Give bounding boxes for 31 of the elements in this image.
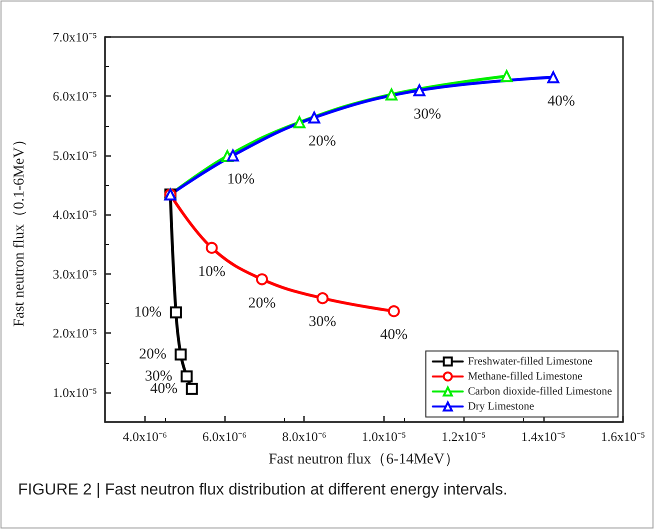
y-tick-label: 6.0x10⁻⁵	[52, 88, 97, 104]
y-tick-label: 3.0x10⁻⁵	[52, 266, 97, 282]
annotation: 30%	[308, 314, 336, 330]
x-tick-label: 6.0x10⁻⁶	[202, 429, 247, 444]
legend-label: Methane-filled Limestone	[468, 370, 582, 382]
x-tick-label: 1.2x10⁻⁵	[441, 429, 486, 444]
y-tick-label: 5.0x10⁻⁵	[52, 148, 97, 163]
annotation: 10%	[134, 304, 162, 320]
x-axis-title: Fast neutron flux（6-14MeV）	[268, 452, 460, 468]
legend-label: Carbon dioxide-filled Limestone	[468, 386, 612, 398]
y-tick-label: 2.0x10⁻⁵	[52, 326, 97, 341]
annotation: 10%	[198, 264, 226, 280]
y-tick-label: 1.0x10⁻⁵	[52, 384, 97, 400]
annotation: 40%	[380, 327, 408, 344]
annotation: 30%	[414, 106, 442, 122]
annotation: 20%	[308, 134, 336, 150]
legend-label: Dry Limestone	[468, 400, 534, 412]
y-tick-label: 4.0x10⁻⁵	[52, 207, 97, 222]
x-tick-label: 1.6x10⁻⁵	[600, 429, 646, 444]
y-axis-title: Fast neutron flux（0.1-6MeV）	[12, 132, 28, 327]
annotation: 10%	[227, 171, 255, 188]
x-tick-label: 1.4x10⁻⁵	[521, 429, 566, 444]
annotation: 20%	[138, 346, 166, 362]
legend-label: Freshwater-filled Limestone	[468, 356, 593, 368]
annotation: 20%	[248, 295, 276, 312]
y-tick-label: 7.0x10⁻⁵	[52, 30, 97, 44]
annotation: 40%	[548, 93, 576, 110]
x-tick-label: 1.0x10⁻⁵	[362, 429, 406, 444]
x-tick-label: 4.0x10⁻⁶	[122, 429, 167, 444]
caption: FIGURE 2 | Fast neutron flux distribution at different energy intervals.	[18, 482, 508, 498]
x-tick-label: 8.0x10⁻⁶	[282, 429, 326, 444]
